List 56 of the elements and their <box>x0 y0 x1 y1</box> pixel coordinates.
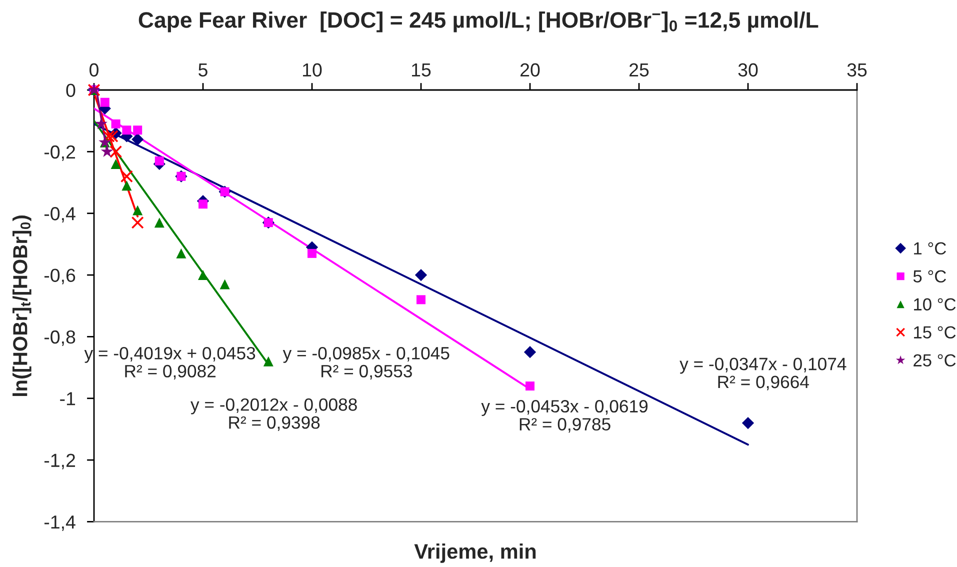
point <box>106 130 118 143</box>
point <box>416 295 426 304</box>
y-tick-label: -0,2 <box>44 145 76 161</box>
x-tick-label: 35 <box>847 63 867 77</box>
point <box>154 156 164 166</box>
x-tick-label: 25 <box>630 63 649 77</box>
point <box>110 145 122 158</box>
point <box>154 218 164 228</box>
y-tick-label: -0,8 <box>44 330 76 346</box>
point <box>220 279 230 290</box>
x-tick-label: 30 <box>738 63 758 77</box>
point <box>133 126 142 135</box>
x-tick-label: 5 <box>198 63 208 77</box>
point <box>111 119 120 128</box>
annotation: y = -0,0453x - 0,0619 R² = 0,9785 <box>481 400 648 433</box>
y-axis-title: ln([HOBr]$_{t}$/[HOBr]$_{0}$) <box>12 216 32 396</box>
point <box>110 159 121 170</box>
chart-title: Cape Fear River [DOC] = 245 µmol/L; [HOBr/OBr$^{−}$]$_{0}$ =12,5 µmol/L <box>138 12 818 32</box>
point <box>122 180 132 191</box>
y-tick-label: -0,6 <box>44 268 76 284</box>
point <box>742 416 754 430</box>
legend-label: 10 °C <box>914 298 956 311</box>
annotation: y = -0,0347x - 0,1074 R² = 0,9664 <box>680 358 846 390</box>
annotation: y = -0,0985x - 0,1045 R² = 0,9553 <box>282 346 450 380</box>
point <box>132 133 144 146</box>
x-tick-label: 15 <box>412 63 431 77</box>
point <box>132 205 143 216</box>
point <box>524 346 536 358</box>
point <box>263 356 274 366</box>
y-tick-label: -0,4 <box>44 207 76 223</box>
legend-label: 15 °C <box>914 326 956 338</box>
point <box>198 200 208 209</box>
point <box>102 130 115 143</box>
y-tick-label: -1,4 <box>44 516 76 531</box>
x-tick-label: 10 <box>303 63 322 77</box>
x-tick-label: 0 <box>90 63 98 77</box>
point <box>198 270 208 280</box>
point <box>414 268 428 282</box>
point <box>526 382 534 391</box>
point <box>100 145 114 157</box>
legend-label: 25 °C <box>914 354 956 366</box>
point <box>122 126 132 135</box>
point <box>120 170 133 183</box>
point <box>100 98 110 107</box>
legend-label: 1 °C <box>914 242 946 255</box>
y-tick-label: -1,2 <box>44 454 76 470</box>
x-axis-title: Vrijeme, min <box>414 544 536 563</box>
annotation: y = -0,2012x - 0,0088 R² = 0,9398 <box>190 398 357 431</box>
point <box>131 216 144 229</box>
y-tick-label: 0 <box>66 84 76 97</box>
legend-label: 5 °C <box>913 270 946 283</box>
point <box>308 248 316 258</box>
annotation: y = -0,4019x + 0,0453 R² = 0,9082 <box>84 346 256 380</box>
y-tick-label: -1 <box>60 392 76 406</box>
point <box>176 248 186 258</box>
x-tick-label: 20 <box>520 63 540 77</box>
